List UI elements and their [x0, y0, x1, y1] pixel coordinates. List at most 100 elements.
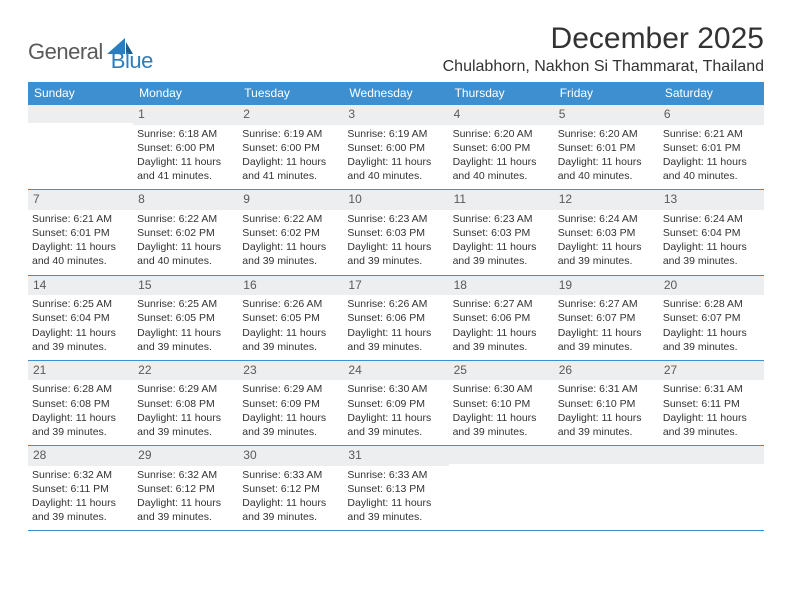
sunrise-text: Sunrise: 6:18 AM [137, 127, 234, 141]
sunrise-text: Sunrise: 6:23 AM [453, 212, 550, 226]
title-block: December 2025 Chulabhorn, Nakhon Si Tham… [443, 22, 764, 76]
daylight-text: Daylight: 11 hours and 39 minutes. [242, 326, 339, 354]
daylight-text: Daylight: 11 hours and 39 minutes. [242, 240, 339, 268]
daylight-text: Daylight: 11 hours and 40 minutes. [347, 155, 444, 183]
sunrise-text: Sunrise: 6:20 AM [558, 127, 655, 141]
day-number: 1 [133, 105, 238, 125]
day-number: 13 [659, 190, 764, 210]
weekday-header: Wednesday [343, 82, 448, 105]
day-cell: 5Sunrise: 6:20 AMSunset: 6:01 PMDaylight… [554, 105, 659, 189]
day-number: 26 [554, 361, 659, 381]
day-cell: 12Sunrise: 6:24 AMSunset: 6:03 PMDayligh… [554, 190, 659, 274]
day-details: Sunrise: 6:28 AMSunset: 6:07 PMDaylight:… [659, 295, 764, 360]
day-cell: 1Sunrise: 6:18 AMSunset: 6:00 PMDaylight… [133, 105, 238, 189]
daylight-text: Daylight: 11 hours and 39 minutes. [242, 496, 339, 524]
day-number: 29 [133, 446, 238, 466]
day-number: 12 [554, 190, 659, 210]
daylight-text: Daylight: 11 hours and 40 minutes. [137, 240, 234, 268]
day-number: 14 [28, 276, 133, 296]
day-number: 7 [28, 190, 133, 210]
day-number: 31 [343, 446, 448, 466]
sunset-text: Sunset: 6:12 PM [242, 482, 339, 496]
day-cell [659, 446, 764, 530]
sunrise-text: Sunrise: 6:20 AM [453, 127, 550, 141]
sunset-text: Sunset: 6:00 PM [347, 141, 444, 155]
day-details: Sunrise: 6:23 AMSunset: 6:03 PMDaylight:… [449, 210, 554, 275]
sunset-text: Sunset: 6:04 PM [32, 311, 129, 325]
sunrise-text: Sunrise: 6:30 AM [453, 382, 550, 396]
day-number: 6 [659, 105, 764, 125]
day-details: Sunrise: 6:29 AMSunset: 6:08 PMDaylight:… [133, 380, 238, 445]
day-number: 18 [449, 276, 554, 296]
day-cell: 26Sunrise: 6:31 AMSunset: 6:10 PMDayligh… [554, 361, 659, 445]
day-number: 8 [133, 190, 238, 210]
sunset-text: Sunset: 6:10 PM [558, 397, 655, 411]
day-number: 30 [238, 446, 343, 466]
day-details: Sunrise: 6:19 AMSunset: 6:00 PMDaylight:… [343, 125, 448, 190]
day-cell: 14Sunrise: 6:25 AMSunset: 6:04 PMDayligh… [28, 276, 133, 360]
day-cell: 6Sunrise: 6:21 AMSunset: 6:01 PMDaylight… [659, 105, 764, 189]
day-number-empty [449, 446, 554, 464]
sunset-text: Sunset: 6:02 PM [137, 226, 234, 240]
sunrise-text: Sunrise: 6:28 AM [663, 297, 760, 311]
daylight-text: Daylight: 11 hours and 40 minutes. [453, 155, 550, 183]
sunrise-text: Sunrise: 6:33 AM [347, 468, 444, 482]
day-cell: 16Sunrise: 6:26 AMSunset: 6:05 PMDayligh… [238, 276, 343, 360]
daylight-text: Daylight: 11 hours and 39 minutes. [32, 496, 129, 524]
sunset-text: Sunset: 6:05 PM [137, 311, 234, 325]
day-details: Sunrise: 6:20 AMSunset: 6:00 PMDaylight:… [449, 125, 554, 190]
sunset-text: Sunset: 6:13 PM [347, 482, 444, 496]
day-details: Sunrise: 6:19 AMSunset: 6:00 PMDaylight:… [238, 125, 343, 190]
day-cell: 27Sunrise: 6:31 AMSunset: 6:11 PMDayligh… [659, 361, 764, 445]
day-number-empty [554, 446, 659, 464]
sunrise-text: Sunrise: 6:26 AM [242, 297, 339, 311]
day-details: Sunrise: 6:29 AMSunset: 6:09 PMDaylight:… [238, 380, 343, 445]
day-cell: 13Sunrise: 6:24 AMSunset: 6:04 PMDayligh… [659, 190, 764, 274]
day-cell: 30Sunrise: 6:33 AMSunset: 6:12 PMDayligh… [238, 446, 343, 530]
day-details: Sunrise: 6:18 AMSunset: 6:00 PMDaylight:… [133, 125, 238, 190]
day-cell: 15Sunrise: 6:25 AMSunset: 6:05 PMDayligh… [133, 276, 238, 360]
day-details: Sunrise: 6:24 AMSunset: 6:04 PMDaylight:… [659, 210, 764, 275]
sunrise-text: Sunrise: 6:30 AM [347, 382, 444, 396]
sunset-text: Sunset: 6:06 PM [453, 311, 550, 325]
day-cell: 8 Sunrise: 6:22 AMSunset: 6:02 PMDaylight… [133, 190, 238, 274]
daylight-text: Daylight: 11 hours and 39 minutes. [32, 326, 129, 354]
sunrise-text: Sunrise: 6:28 AM [32, 382, 129, 396]
day-number: 17 [343, 276, 448, 296]
daylight-text: Daylight: 11 hours and 40 minutes. [558, 155, 655, 183]
sunrise-text: Sunrise: 6:24 AM [558, 212, 655, 226]
sunset-text: Sunset: 6:00 PM [242, 141, 339, 155]
page-header: General Blue December 2025 Chulabhorn, N… [28, 22, 764, 76]
sunrise-text: Sunrise: 6:22 AM [137, 212, 234, 226]
day-cell: 7Sunrise: 6:21 AMSunset: 6:01 PMDaylight… [28, 190, 133, 274]
sunset-text: Sunset: 6:08 PM [137, 397, 234, 411]
sunrise-text: Sunrise: 6:31 AM [663, 382, 760, 396]
daylight-text: Daylight: 11 hours and 39 minutes. [663, 411, 760, 439]
day-details: Sunrise: 6:26 AMSunset: 6:05 PMDaylight:… [238, 295, 343, 360]
day-number: 19 [554, 276, 659, 296]
day-number: 24 [343, 361, 448, 381]
sunset-text: Sunset: 6:09 PM [242, 397, 339, 411]
daylight-text: Daylight: 11 hours and 39 minutes. [663, 326, 760, 354]
daylight-text: Daylight: 11 hours and 39 minutes. [558, 411, 655, 439]
day-details: Sunrise: 6:33 AMSunset: 6:13 PMDaylight:… [343, 466, 448, 531]
day-cell: 31Sunrise: 6:33 AMSunset: 6:13 PMDayligh… [343, 446, 448, 530]
day-cell [449, 446, 554, 530]
sunset-text: Sunset: 6:12 PM [137, 482, 234, 496]
daylight-text: Daylight: 11 hours and 39 minutes. [347, 240, 444, 268]
daylight-text: Daylight: 11 hours and 39 minutes. [137, 411, 234, 439]
day-number: 9 [238, 190, 343, 210]
day-number: 3 [343, 105, 448, 125]
day-details: Sunrise: 6:32 AMSunset: 6:12 PMDaylight:… [133, 466, 238, 531]
day-number: 25 [449, 361, 554, 381]
sunset-text: Sunset: 6:01 PM [663, 141, 760, 155]
daylight-text: Daylight: 11 hours and 39 minutes. [347, 411, 444, 439]
day-number-empty [659, 446, 764, 464]
sunrise-text: Sunrise: 6:21 AM [663, 127, 760, 141]
day-details: Sunrise: 6:27 AMSunset: 6:06 PMDaylight:… [449, 295, 554, 360]
day-cell: 4Sunrise: 6:20 AMSunset: 6:00 PMDaylight… [449, 105, 554, 189]
sunset-text: Sunset: 6:07 PM [558, 311, 655, 325]
sunrise-text: Sunrise: 6:25 AM [137, 297, 234, 311]
day-details: Sunrise: 6:25 AMSunset: 6:04 PMDaylight:… [28, 295, 133, 360]
day-details: Sunrise: 6:27 AMSunset: 6:07 PMDaylight:… [554, 295, 659, 360]
